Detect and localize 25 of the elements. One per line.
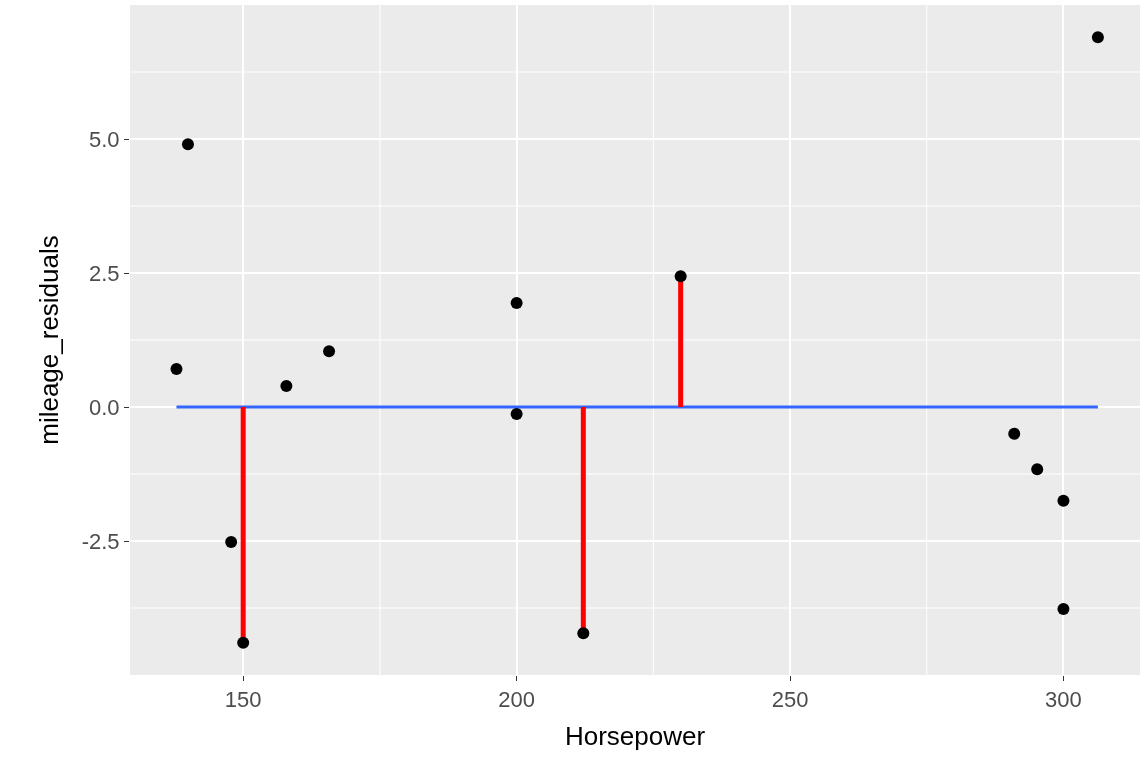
y-tick-label: -2.5 bbox=[81, 528, 120, 554]
y-axis-title: mileage_residuals bbox=[34, 235, 65, 445]
point bbox=[1057, 603, 1070, 616]
y-tick-label: 2.5 bbox=[89, 260, 120, 286]
point bbox=[170, 362, 183, 375]
point bbox=[1091, 31, 1104, 44]
point bbox=[323, 345, 336, 358]
point bbox=[1031, 463, 1044, 476]
point bbox=[674, 270, 687, 283]
point bbox=[510, 407, 523, 420]
point bbox=[225, 536, 238, 549]
x-axis-title: Horsepower bbox=[564, 721, 706, 752]
point bbox=[1008, 427, 1021, 440]
point bbox=[510, 297, 523, 310]
point bbox=[181, 138, 194, 151]
point bbox=[1057, 494, 1070, 507]
x-tick-label: 300 bbox=[1045, 687, 1082, 713]
y-tick-label: 0.0 bbox=[89, 394, 120, 420]
y-tick-label: 5.0 bbox=[89, 126, 120, 152]
x-tick-label: 150 bbox=[224, 687, 262, 713]
point bbox=[577, 627, 590, 640]
x-tick-label: 200 bbox=[498, 687, 535, 713]
point bbox=[237, 636, 250, 649]
x-tick-label: 250 bbox=[771, 687, 809, 713]
point bbox=[280, 380, 293, 393]
